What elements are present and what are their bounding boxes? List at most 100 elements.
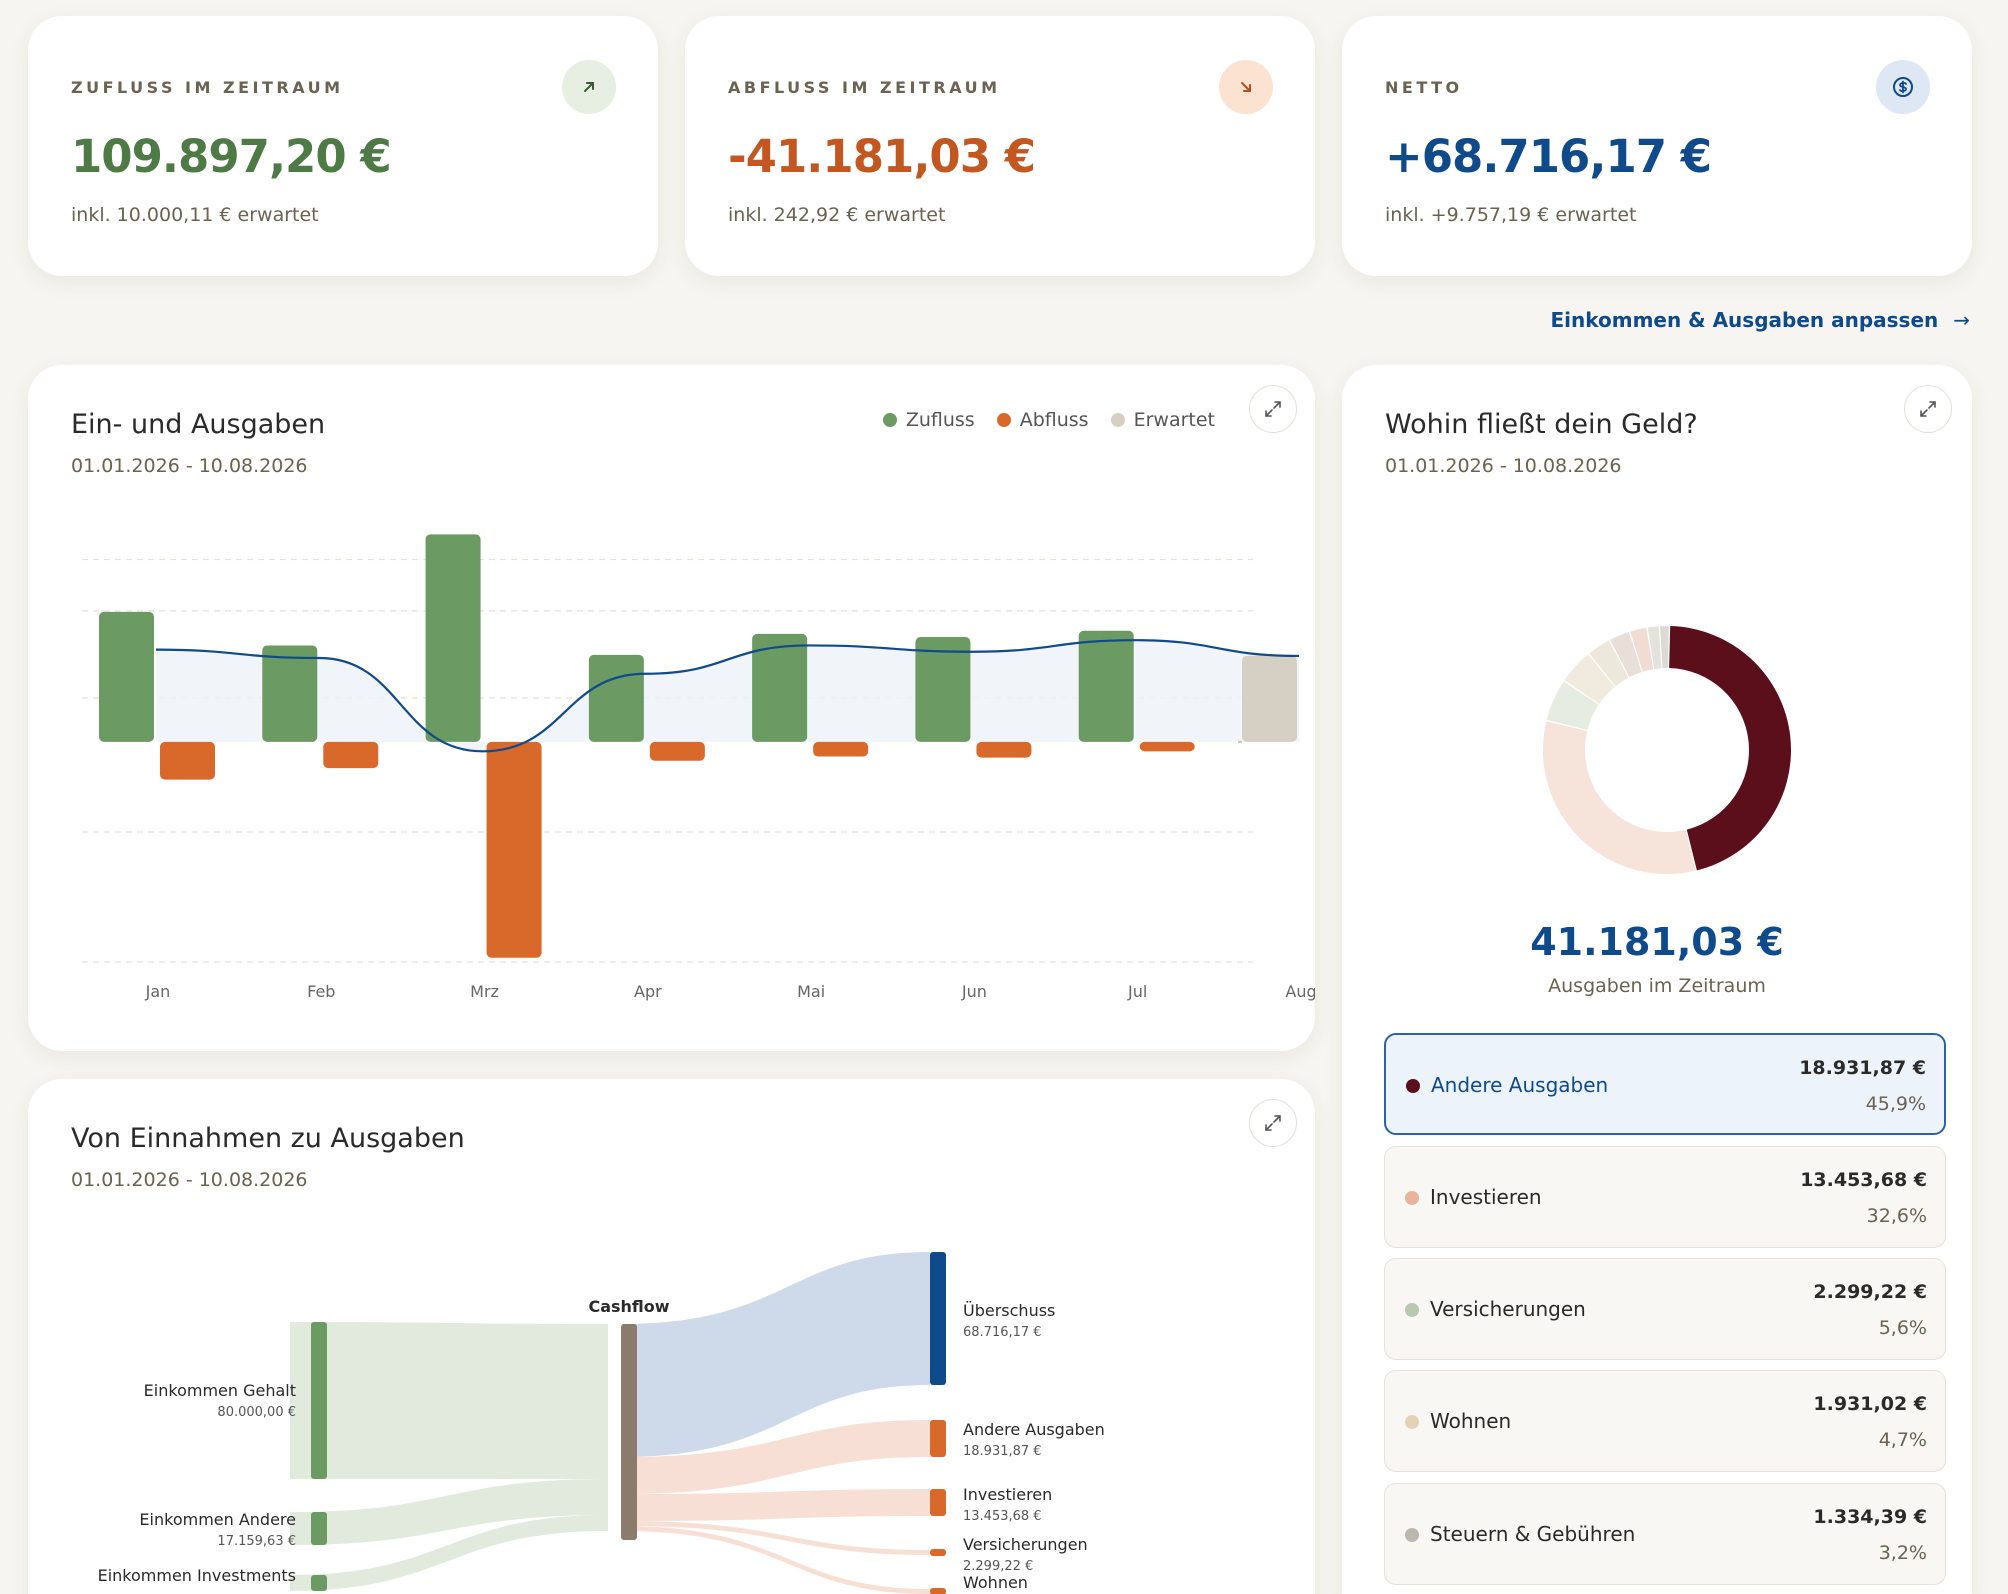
x-tick-label: Jun [961,982,987,1001]
node-andere-ausgaben [930,1420,946,1457]
category-dot [1405,1191,1419,1205]
legend-dot [882,413,897,427]
arrow-up-right-icon [562,60,616,114]
inflow-value: 109.897,20 € [71,130,392,183]
sankey-card: Von Einnahmen zu Ausgaben 01.01.2026 - 1… [28,1079,1315,1594]
node-einkommen-investments [311,1575,327,1591]
x-tick-label: Feb [307,982,335,1001]
expand-income-expense-button[interactable] [1249,385,1297,433]
node-wohnen [930,1588,946,1594]
net-card: NETTO +68.716,17 € inkl. +9.757,19 € erw… [1342,16,1972,276]
sankey-center-label: Cashflow [588,1297,669,1316]
donut-slice [1660,626,1669,669]
net-sub: inkl. +9.757,19 € erwartet [1385,204,1637,226]
bar-zufluss [915,637,971,742]
sankey-diagram: Cashflow Einkommen Gehalt 80.000,00 € Ei… [98,1252,1105,1594]
expand-icon [1265,401,1281,417]
legend-item-zufluss[interactable]: Zufluss [882,409,975,431]
target-value: 13.453,68 € [963,1509,1042,1524]
outflow-card: ABFLUSS IM ZEITRAUM -41.181,03 € inkl. 2… [685,16,1315,276]
flow-cashflow-andere-ausgaben [622,1420,930,1494]
target-name: Wohnen [963,1573,1028,1592]
expand-sankey-button[interactable] [1249,1099,1297,1147]
outflow-label: ABFLUSS IM ZEITRAUM [728,78,1001,97]
category-amount: 1.931,02 € [1813,1393,1927,1415]
where-money-card: Wohin fließt dein Geld? 01.01.2026 - 10.… [1342,365,1972,1594]
node-ueberschuss [930,1252,946,1385]
source-name: Einkommen Investments [98,1566,296,1585]
legend-dot [996,413,1011,427]
legend-item-abfluss[interactable]: Abfluss [996,409,1089,431]
bar-zufluss [262,645,318,742]
category-amount: 1.334,39 € [1813,1506,1927,1528]
arrow-down-right-icon [1219,60,1273,114]
x-tick-label: Jan [145,982,171,1001]
category-percent: 45,9% [1865,1093,1926,1115]
net-value: +68.716,17 € [1385,130,1712,183]
outflow-sub: inkl. 242,92 € erwartet [728,204,946,226]
target-name: Versicherungen [963,1535,1088,1554]
category-name: Wohnen [1430,1409,1512,1433]
where-money-range: 01.01.2026 - 10.08.2026 [1385,455,1622,477]
category-name: Steuern & Gebühren [1430,1522,1636,1546]
income-expense-title: Ein- und Ausgaben [71,409,326,440]
category-name: Andere Ausgaben [1431,1073,1609,1097]
category-row[interactable]: Andere Ausgaben 18.931,87 € 45,9% [1384,1033,1946,1135]
flow-cashflow-versicherungen [622,1521,930,1555]
target-value: 68.716,17 € [963,1325,1042,1340]
arrow-right-icon: → [1953,308,1970,332]
donut-slice [1543,721,1696,874]
inflow-sub: inkl. 10.000,11 € erwartet [71,204,319,226]
net-label: NETTO [1385,78,1463,97]
expand-where-money-button[interactable] [1904,385,1952,433]
category-row[interactable]: Investieren 13.453,68 € 32,6% [1384,1146,1946,1248]
flow-andere-cashflow [290,1479,608,1545]
source-value: 80.000,00 € [217,1405,296,1420]
adjust-income-expenses-link[interactable]: Einkommen & Ausgaben anpassen → [1550,308,1970,332]
flow-cashflow-investieren [622,1489,930,1521]
bar-abfluss [486,741,542,958]
category-name: Investieren [1430,1185,1542,1209]
dollar-circle-icon [1876,60,1930,114]
x-tick-label: Mrz [470,982,499,1001]
x-tick-label: Apr [634,982,662,1001]
node-einkommen-andere [311,1512,327,1545]
source-value: 17.159,63 € [217,1534,296,1549]
node-cashflow [621,1324,637,1540]
donut-slice [1630,627,1654,672]
x-tick-label: Mai [797,982,825,1001]
expense-donut-chart [1543,626,1791,874]
bar-abfluss [160,741,215,780]
category-dot [1405,1303,1419,1317]
bar-zufluss [752,633,808,742]
bar-abfluss [813,741,869,757]
category-percent: 4,7% [1878,1429,1927,1451]
net-area [156,640,1299,752]
category-row[interactable]: Steuern & Gebühren 1.334,39 € 3,2% [1384,1483,1946,1585]
bar-zufluss [588,654,644,742]
category-percent: 5,6% [1878,1317,1927,1339]
category-row[interactable]: Wohnen 1.931,02 € 4,7% [1384,1370,1946,1472]
net-line [155,639,1300,753]
donut-total: 41.181,03 € [1530,920,1784,964]
chart-legend: Zufluss Abfluss Erwartet [882,409,1215,431]
x-tick-label: Jul [1127,982,1147,1001]
legend-label: Erwartet [1133,409,1215,431]
inflow-card: ZUFLUSS IM ZEITRAUM 109.897,20 € inkl. 1… [28,16,658,276]
category-amount: 18.931,87 € [1799,1057,1926,1079]
target-name: Investieren [963,1485,1052,1504]
bar-abfluss [976,741,1032,758]
category-row[interactable]: Versicherungen 2.299,22 € 5,6% [1384,1258,1946,1360]
income-expense-chart: Jan Feb Mrz Apr Mai Jun Jul Aug [82,534,1315,1001]
legend-item-erwartet[interactable]: Erwartet [1110,409,1215,431]
node-versicherungen [930,1549,946,1556]
donut-slice [1589,640,1629,687]
sankey-title: Von Einnahmen zu Ausgaben [71,1123,465,1154]
source-name: Einkommen Gehalt [144,1381,296,1400]
inflow-label: ZUFLUSS IM ZEITRAUM [71,78,344,97]
donut-slice [1610,632,1642,678]
legend-dot [1110,413,1125,427]
bar-zufluss [1078,630,1134,742]
sankey-range: 01.01.2026 - 10.08.2026 [71,1169,308,1191]
expand-icon [1920,401,1936,417]
